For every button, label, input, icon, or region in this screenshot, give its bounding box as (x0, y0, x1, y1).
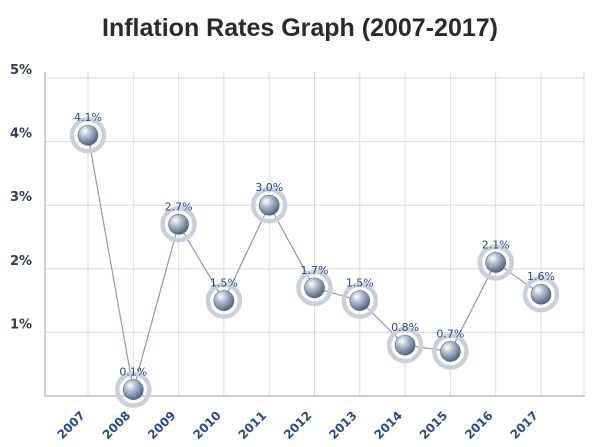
data-point (394, 334, 416, 356)
data-point-halo (205, 282, 243, 319)
data-point (213, 290, 235, 311)
y-tick-label: 3% (10, 190, 32, 205)
x-tick-label: 2012 (281, 408, 315, 442)
x-tick-label: 2008 (100, 408, 134, 442)
grid (45, 72, 585, 396)
data-point-halo (69, 116, 107, 154)
y-tick-label: 4% (10, 127, 32, 142)
data-label: 1.6% (527, 270, 555, 283)
x-tick-label: 2013 (326, 408, 360, 442)
data-label: 4.1% (74, 111, 102, 124)
data-label: 0.7% (436, 327, 464, 340)
data-point (168, 213, 189, 235)
data-point (349, 290, 371, 311)
data-point-halo (386, 326, 424, 364)
y-tick-label: 1% (10, 317, 32, 332)
x-tick-label: 2015 (417, 408, 451, 442)
data-point-halo (522, 275, 560, 313)
x-tick-label: 2016 (462, 408, 496, 442)
y-tick-label: 2% (10, 254, 32, 269)
data-label: 1.7% (301, 264, 329, 277)
data-label: 2.7% (165, 200, 193, 213)
x-tick-label: 2014 (372, 408, 406, 442)
data-label: 0.1% (119, 366, 147, 379)
x-tick-label: 2007 (54, 408, 88, 442)
data-point-halo (250, 186, 288, 224)
chart-title: Inflation Rates Graph (2007-2017) (102, 14, 498, 42)
data-labels: 4.1% 0.1% 2.7% 1.5% 3.0% 1.7% 1.5% 0.8% 0.7% 2.1%… (74, 111, 555, 378)
data-point (530, 283, 552, 305)
data-point (485, 252, 507, 273)
data-point-halo (432, 333, 469, 370)
x-tick-label: 2011 (236, 408, 270, 442)
data-point (440, 341, 461, 362)
y-tick-label: 5% (10, 63, 32, 78)
data-points (69, 116, 560, 408)
data-point (258, 194, 280, 216)
data-label: 0.8% (391, 321, 419, 334)
data-point-halo (296, 269, 333, 307)
data-point-halo (160, 206, 197, 243)
x-tick-label: 2017 (507, 408, 541, 442)
data-point (123, 379, 144, 400)
data-point (77, 124, 99, 146)
data-point-halo (115, 371, 152, 408)
data-point-halo (341, 282, 379, 319)
data-point (304, 277, 325, 299)
data-label: 2.1% (482, 238, 510, 251)
data-label: 1.5% (346, 277, 374, 290)
data-point-halo (477, 244, 514, 281)
x-tick-label: 2009 (145, 408, 179, 442)
data-label: 1.5% (210, 277, 238, 290)
data-label: 3.0% (255, 181, 283, 194)
x-tick-label: 2010 (190, 408, 224, 442)
